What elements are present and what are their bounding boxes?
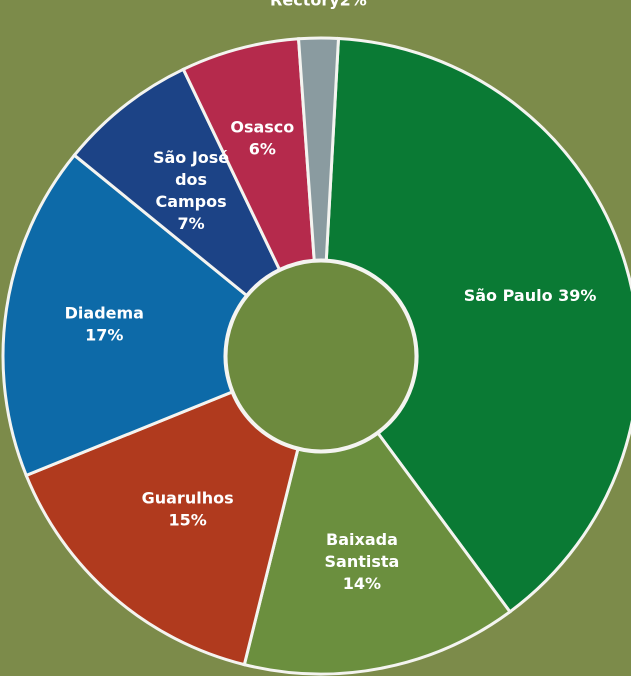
slice-label: Osasco 6%: [230, 117, 294, 158]
slice-label: Rectory2%: [270, 0, 367, 9]
slice-label: Guarulhos 15%: [142, 488, 234, 529]
slice-label-line: Osasco: [230, 117, 294, 136]
slice-label: Diadema 17%: [65, 303, 144, 344]
slice-label: São Paulo 39%: [464, 285, 597, 304]
slice-label-line: Santista: [325, 551, 400, 570]
slice-label-line: São Paulo 39%: [464, 285, 597, 304]
slice-label-line: 14%: [343, 573, 381, 592]
slice-label: São José dos Campos 7%: [153, 148, 229, 233]
donut-hole: [224, 259, 418, 453]
slice-label-line: Baixada: [326, 529, 398, 548]
slice-labels: São Paulo 39% Baixada Santista 14% Guarulhos…: [65, 0, 597, 592]
slice-label-line: dos: [175, 170, 207, 189]
slice-label-line: Rectory2%: [270, 0, 367, 9]
pie-slices: [1, 36, 631, 676]
slice-label-line: São José: [153, 148, 229, 167]
slice-label-line: 7%: [177, 214, 204, 233]
slice-label: Baixada Santista 14%: [325, 529, 400, 592]
slice-label-line: Diadema: [65, 303, 144, 322]
slice-label-line: 15%: [168, 510, 206, 529]
slice-label-line: Campos: [155, 192, 226, 211]
slice-label-line: 6%: [249, 139, 276, 158]
slice-label-line: Guarulhos: [142, 488, 234, 507]
slice-label-line: 17%: [85, 325, 123, 344]
